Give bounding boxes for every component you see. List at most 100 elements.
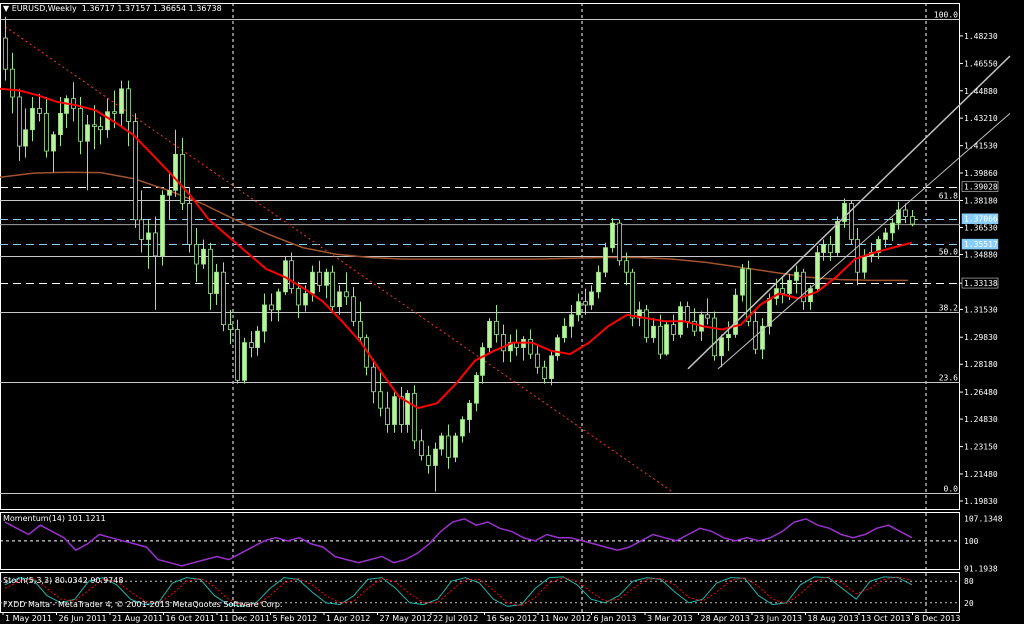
candle-body <box>835 221 840 253</box>
momentum-axis-label: 91.1938 <box>964 564 998 573</box>
candle-body <box>658 325 663 355</box>
candle-body <box>44 112 49 152</box>
candle-body <box>821 243 826 253</box>
price-axis-label: 1.24830 <box>964 415 998 424</box>
price-tag-label: 1.33138 <box>964 279 998 288</box>
time-axis-label: 13 Oct 2013 <box>861 614 910 623</box>
fib-level-label: 38.2 <box>939 304 958 313</box>
candle-body <box>419 440 424 457</box>
time-axis-label: 1 Apr 2012 <box>326 614 370 623</box>
candle-body <box>828 243 833 253</box>
price-axis-label: 1.41530 <box>964 142 998 151</box>
time-axis-label: 3 Mar 2013 <box>647 614 693 623</box>
price-axis-label: 1.48230 <box>964 32 998 41</box>
time-axis-label: 6 Jan 2013 <box>594 614 637 623</box>
candle-body <box>467 402 472 420</box>
candle-body <box>855 239 860 273</box>
candle-body <box>589 291 594 306</box>
candle-body <box>133 121 138 221</box>
momentum-label: Momentum(14) 101.1211 <box>3 514 106 523</box>
fib-level-label: 100.0 <box>934 11 958 20</box>
candle-body <box>228 324 233 330</box>
price-axis-label: 1.31530 <box>964 305 998 314</box>
candle-body <box>30 108 35 131</box>
candle-body <box>276 291 281 311</box>
candle-body <box>569 314 574 327</box>
candle-body <box>153 232 158 257</box>
candle-body <box>896 209 901 224</box>
candle-body <box>187 203 192 245</box>
candle-body <box>494 320 499 335</box>
candle-body <box>10 68 15 98</box>
candle-body <box>385 407 390 425</box>
candle-body <box>903 209 908 217</box>
candle-body <box>310 271 315 294</box>
downtrend-line <box>4 26 673 493</box>
price-axis-label: 1.36530 <box>964 224 998 233</box>
candle-body <box>330 271 335 307</box>
price-axis-label: 1.38180 <box>964 196 998 205</box>
candle-body <box>630 271 635 319</box>
candle-body <box>92 124 97 127</box>
candle-body <box>112 111 117 114</box>
time-axis-label: 16 Oct 2011 <box>166 614 215 623</box>
copyright-text: FXDD Malta - MetaTrader 4, © 2001-2013 M… <box>3 600 283 609</box>
candle-body <box>160 194 165 257</box>
candle-body <box>719 337 724 357</box>
candle-body <box>644 309 649 339</box>
price-tag-label: 1.35517 <box>964 240 998 249</box>
price-axis-label: 1.19830 <box>964 497 998 506</box>
fib-level-label: 0.0 <box>944 485 959 494</box>
candle-body <box>746 268 751 322</box>
candle-body <box>487 320 492 348</box>
price-tag-label: 1.39028 <box>964 183 998 192</box>
candle-body <box>603 247 608 273</box>
candle-body <box>378 391 383 409</box>
candle-body <box>542 366 547 380</box>
time-axis-label: 18 Aug 2013 <box>808 614 859 623</box>
time-axis-label: 11 Nov 2012 <box>540 614 591 623</box>
candle-body <box>85 124 90 142</box>
candle-body <box>883 232 888 240</box>
candle-body <box>139 219 144 240</box>
candle-body <box>324 271 329 286</box>
ohlc-values: 1.36717 1.37157 1.36654 1.36738 <box>81 4 222 13</box>
price-axis-label: 1.43210 <box>964 114 998 123</box>
candle-body <box>208 248 213 294</box>
ma-slow-line <box>0 171 908 282</box>
candle-body <box>555 337 560 357</box>
time-axis-label: 23 Jun 2013 <box>754 614 802 623</box>
price-axis-label: 1.46550 <box>964 59 998 68</box>
candle-body <box>262 304 267 332</box>
stoch-main-line <box>4 576 913 607</box>
candle-body <box>787 279 792 294</box>
time-axis-label: 22 Jul 2012 <box>433 614 478 623</box>
candle-body <box>815 252 820 289</box>
trend-channel-upper <box>687 55 1011 370</box>
candle-body <box>685 306 690 322</box>
candle-body <box>78 108 83 142</box>
candle-body <box>344 291 349 298</box>
candle-body <box>146 232 151 240</box>
price-tag-box <box>961 238 999 250</box>
candle-body <box>535 353 540 368</box>
candle-body <box>890 222 895 234</box>
candle-body <box>705 314 710 319</box>
menu-triangle-icon[interactable]: ▼ <box>3 4 10 13</box>
candle-body <box>480 347 485 376</box>
time-axis-label: 28 Apr 2013 <box>701 614 750 623</box>
time-axis-label: 16 Sep 2012 <box>487 614 538 623</box>
candle-body <box>3 37 8 70</box>
candle-body <box>664 324 669 355</box>
chart-header: ▼ EURUSD,Weekly 1.36717 1.37157 1.36654 … <box>3 4 222 13</box>
price-axis-label: 1.44880 <box>964 87 998 96</box>
candle-body <box>399 396 404 425</box>
candle-body <box>221 271 226 326</box>
candle-body <box>651 325 656 339</box>
candle-body <box>617 222 622 262</box>
fib-level-label: 23.6 <box>939 374 958 383</box>
candle-body <box>105 111 110 131</box>
candle-body <box>876 239 881 253</box>
